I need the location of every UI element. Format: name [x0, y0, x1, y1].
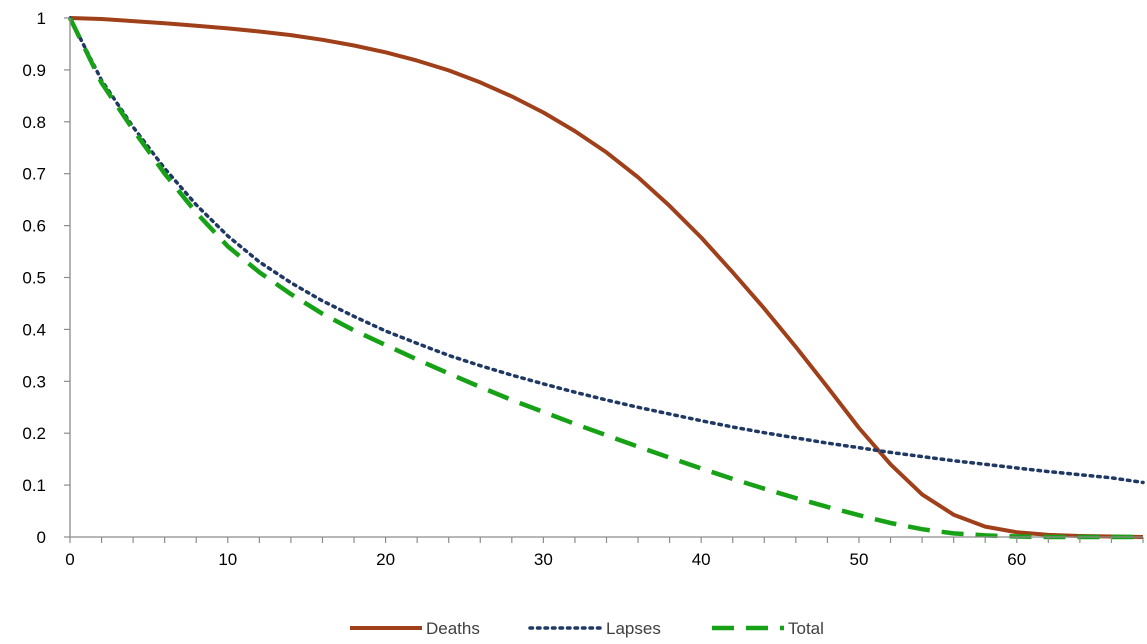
- y-tick-label: 0: [37, 528, 46, 547]
- legend-label-lapses: Lapses: [606, 619, 661, 638]
- series-line-deaths: [69, 16, 1144, 539]
- legend-item-total: Total: [712, 619, 824, 638]
- series-line-lapses: [68, 16, 1145, 485]
- legend-item-lapses: Lapses: [528, 619, 661, 638]
- x-tick-label: 30: [534, 550, 553, 569]
- legend-item-deaths: Deaths: [350, 619, 480, 638]
- legend-label-deaths: Deaths: [426, 619, 480, 638]
- axes-layer: [69, 18, 1143, 538]
- x-tick-label: 40: [692, 550, 711, 569]
- y-tick-label: 0.4: [22, 320, 46, 339]
- x-tick-label: 60: [1007, 550, 1026, 569]
- x-tick-label: 50: [850, 550, 869, 569]
- x-tick-label: 20: [376, 550, 395, 569]
- y-tick-label: 0.1: [22, 476, 46, 495]
- legend-label-total: Total: [788, 619, 824, 638]
- y-tick-label: 0.6: [22, 217, 46, 236]
- y-tick-label: 0.8: [22, 113, 46, 132]
- y-tick-label: 0.2: [22, 424, 46, 443]
- y-tick-label: 0.3: [22, 372, 46, 391]
- series-line-total: [67, 17, 1143, 540]
- series-layer: [67, 16, 1145, 540]
- x-tick-label: 0: [65, 550, 74, 569]
- ticks-layer: 0 10 20 30 40 50 60 0 0.1 0.2 0.3 0.4 0.5 0.6 0.7 0.8 0.…: [22, 9, 1144, 569]
- y-tick-label: 1: [37, 9, 46, 28]
- y-tick-label: 0.7: [22, 165, 46, 184]
- y-tick-label: 0.9: [22, 61, 46, 80]
- y-tick-label: 0.5: [22, 269, 46, 288]
- legend: Deaths Lapses Total: [350, 619, 824, 638]
- x-tick-label: 10: [218, 550, 237, 569]
